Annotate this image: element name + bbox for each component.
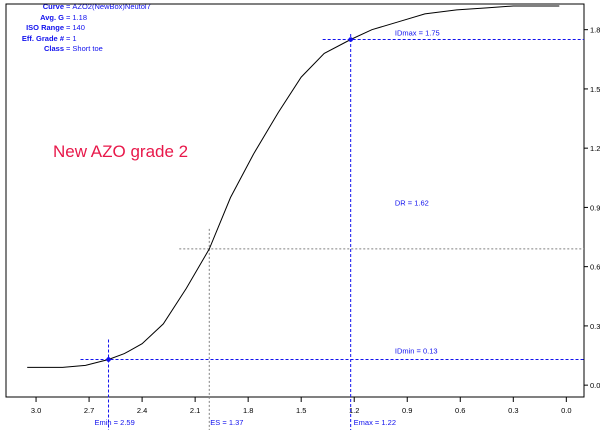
y-tick-label: 1.2	[590, 144, 600, 153]
info-row-avg-g: Avg. G = 1.18	[2, 13, 151, 24]
x-tick-label: 1.8	[243, 406, 253, 415]
data-point	[348, 37, 353, 42]
info-key: Eff. Grade #	[21, 33, 64, 43]
info-key: Avg. G	[40, 12, 64, 22]
x-tick-label: 0.6	[455, 406, 465, 415]
x-tick-label: 1.2	[349, 406, 359, 415]
data-point	[106, 357, 111, 362]
info-row-class: Class = Short toe	[2, 44, 151, 55]
y-tick-label: 0.6	[590, 263, 600, 272]
info-row-curve: Curve = AZO2(NewBox)Neutol7	[2, 2, 151, 13]
info-value: 1.18	[72, 12, 87, 22]
x-tick-label: 0.0	[561, 406, 571, 415]
y-tick-label: 0.3	[590, 322, 600, 331]
x-tick-label: 2.4	[137, 406, 147, 415]
chart-annotation-label: IDmax = 1.75	[395, 29, 440, 38]
x-tick-label: 3.0	[31, 406, 41, 415]
x-tick-label: 1.5	[296, 406, 306, 415]
characteristic-curve	[27, 5, 560, 368]
x-tick-label: 2.1	[190, 406, 200, 415]
info-row-eff-grade: Eff. Grade # = 1	[2, 34, 151, 45]
info-value: 1	[72, 33, 77, 43]
info-value: 140	[72, 23, 85, 33]
marker-label-emin: Emin = 2.59	[95, 418, 135, 427]
chart-annotation: New AZO grade 2	[53, 142, 189, 161]
info-row-iso-range: ISO Range = 140	[2, 23, 151, 34]
y-tick-label: 0.0	[590, 381, 600, 390]
y-tick-label: 1.8	[590, 26, 600, 35]
curve-info-panel: Curve = AZO2(NewBox)Neutol7 Avg. G = 1.18 IS…	[2, 2, 151, 55]
info-key: ISO Range	[26, 23, 64, 33]
x-tick-label: 2.7	[84, 406, 94, 415]
y-tick-label: 1.5	[590, 85, 600, 94]
info-key: Class	[43, 44, 64, 54]
x-tick-label: 0.9	[402, 406, 412, 415]
marker-label-emax: Emax = 1.22	[354, 418, 396, 427]
info-key: Curve	[42, 2, 64, 11]
x-tick-label: 0.3	[508, 406, 518, 415]
y-tick-label: 0.9	[590, 203, 600, 212]
chart-annotation-label: IDmin = 0.13	[395, 347, 438, 356]
plot-frame	[5, 3, 585, 398]
info-value: AZO2(NewBox)Neutol7	[72, 2, 151, 11]
info-value: Short toe	[72, 44, 103, 54]
marker-label-es: ES = 1.37	[210, 418, 243, 427]
chart-annotation-label: DR = 1.62	[395, 198, 429, 207]
